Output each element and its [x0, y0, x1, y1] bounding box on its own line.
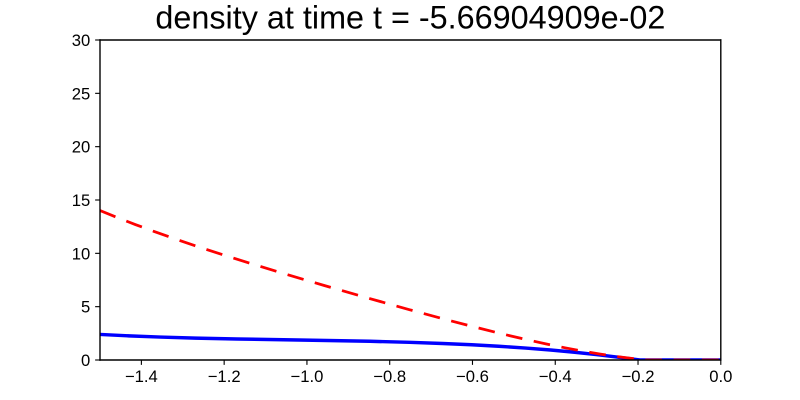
svg-text:−0.8: −0.8	[373, 367, 406, 386]
svg-text:−0.4: −0.4	[539, 367, 572, 386]
svg-text:−1.2: −1.2	[208, 367, 241, 386]
svg-text:0: 0	[81, 351, 90, 370]
svg-text:25: 25	[72, 84, 91, 103]
svg-text:−1.4: −1.4	[125, 367, 158, 386]
svg-text:−0.6: −0.6	[456, 367, 489, 386]
svg-text:20: 20	[72, 138, 91, 157]
svg-text:5: 5	[81, 298, 90, 317]
svg-text:30: 30	[72, 31, 91, 50]
svg-text:density at time t = -5.6690490: density at time t = -5.66904909e-02	[155, 0, 665, 36]
svg-text:15: 15	[72, 191, 91, 210]
svg-text:0.0: 0.0	[709, 367, 732, 386]
svg-text:−1.0: −1.0	[290, 367, 323, 386]
svg-text:−0.2: −0.2	[622, 367, 655, 386]
svg-text:10: 10	[72, 244, 91, 263]
